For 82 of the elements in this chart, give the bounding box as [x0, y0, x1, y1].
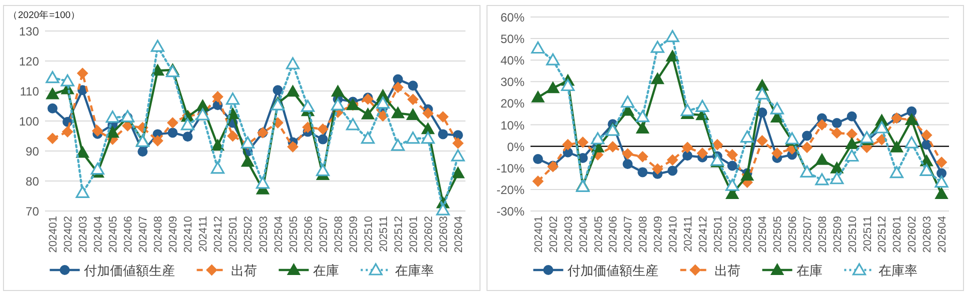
- x-tick-label: 202506: [787, 216, 800, 253]
- x-tick-label: 202602: [422, 216, 435, 253]
- x-tick-label: 202505: [288, 216, 300, 253]
- x-tick-label: 202604: [936, 216, 949, 253]
- y-tick-label: 40%: [500, 54, 525, 68]
- x-tick-label: 202507: [802, 216, 814, 253]
- x-tick-label: 202411: [198, 216, 210, 252]
- x-tick-label: 202407: [622, 216, 635, 253]
- x-tick-label: 202511: [378, 216, 390, 252]
- x-tick-label: 202405: [108, 216, 120, 253]
- x-tick-label: 202511: [862, 216, 874, 252]
- x-tick-label: 202408: [638, 216, 650, 253]
- x-tick-label: 202406: [122, 216, 135, 253]
- legend-label: 出荷: [714, 263, 740, 278]
- x-tick-label: 202412: [697, 216, 710, 253]
- x-tick-label: 202506: [302, 216, 315, 253]
- legend-label: 在庫率: [878, 263, 918, 278]
- x-tick-label: 202510: [362, 216, 375, 253]
- x-tick-label: 202507: [318, 216, 330, 253]
- y-tick-label: 0%: [507, 140, 525, 154]
- x-tick-label: 202410: [667, 216, 680, 253]
- legend-label: 付加価値額生産: [82, 263, 175, 278]
- y-tick-label: 30%: [500, 75, 525, 90]
- x-tick-label: 202409: [652, 216, 665, 253]
- x-tick-label: 202508: [816, 216, 829, 253]
- x-tick-label: 202407: [138, 216, 150, 253]
- y-tick-label: 90: [26, 144, 40, 158]
- y-tick-label: 70: [26, 204, 40, 218]
- x-tick-label: 202502: [242, 216, 255, 253]
- x-tick-label: 202406: [608, 216, 620, 253]
- x-tick-label: 202505: [772, 216, 784, 253]
- legend-label: 在庫: [796, 263, 822, 278]
- x-tick-label: 202401: [48, 216, 60, 253]
- y-tick-label: 50%: [500, 32, 525, 46]
- y-tick-label: 20%: [500, 96, 525, 111]
- x-tick-label: 202504: [757, 216, 770, 253]
- y-axis-title: （2020年=100）: [8, 9, 81, 21]
- x-tick-label: 202405: [592, 216, 605, 253]
- x-tick-label: 202603: [922, 216, 934, 253]
- x-tick-label: 202403: [78, 216, 90, 253]
- x-tick-label: 202404: [92, 216, 105, 253]
- x-tick-label: 202603: [438, 216, 450, 253]
- x-tick-label: 202501: [228, 216, 240, 253]
- y-tick-label: 120: [18, 54, 40, 68]
- y-tick-label: 80: [26, 174, 40, 188]
- x-tick-label: 202404: [578, 216, 590, 253]
- x-tick-label: 202402: [62, 216, 75, 253]
- x-tick-label: 202401: [532, 216, 545, 253]
- legend-label: 出荷: [230, 263, 257, 278]
- x-tick-label: 202412: [212, 216, 225, 253]
- x-tick-label: 202501: [712, 216, 724, 253]
- legend-label: 在庫: [312, 263, 339, 278]
- x-tick-label: 202604: [452, 216, 465, 253]
- x-tick-label: 202403: [562, 216, 575, 253]
- x-tick-label: 202602: [906, 216, 919, 253]
- x-tick-label: 202504: [272, 216, 285, 253]
- y-tick-label: 110: [20, 84, 40, 98]
- x-tick-label: 202410: [182, 216, 195, 253]
- x-tick-label: 202503: [258, 216, 270, 253]
- x-tick-label: 202512: [392, 216, 405, 253]
- x-tick-label: 202411: [682, 216, 694, 252]
- y-tick-label: 130: [18, 24, 40, 38]
- x-tick-label: 202502: [727, 216, 740, 253]
- x-tick-label: 202402: [548, 216, 560, 253]
- x-tick-label: 202409: [168, 216, 180, 253]
- x-tick-label: 202601: [408, 216, 420, 253]
- y-tick-label: 100: [18, 114, 40, 128]
- y-tick-label: -20%: [496, 182, 525, 197]
- y-tick-label: -10%: [496, 161, 525, 176]
- x-tick-label: 202408: [152, 216, 165, 253]
- y-tick-label: -30%: [496, 204, 525, 218]
- x-tick-label: 202503: [742, 216, 754, 253]
- legend-label: 在庫率: [394, 263, 434, 278]
- x-tick-label: 202508: [332, 216, 345, 253]
- y-tick-label: 10%: [500, 118, 525, 132]
- legend-label: 付加価値額生産: [566, 263, 658, 278]
- x-tick-label: 202509: [348, 216, 360, 253]
- x-tick-label: 202601: [892, 216, 904, 253]
- x-tick-label: 202512: [876, 216, 889, 253]
- y-tick-label: 60%: [500, 10, 525, 24]
- x-tick-label: 202510: [846, 216, 859, 253]
- x-tick-label: 202509: [832, 216, 844, 253]
